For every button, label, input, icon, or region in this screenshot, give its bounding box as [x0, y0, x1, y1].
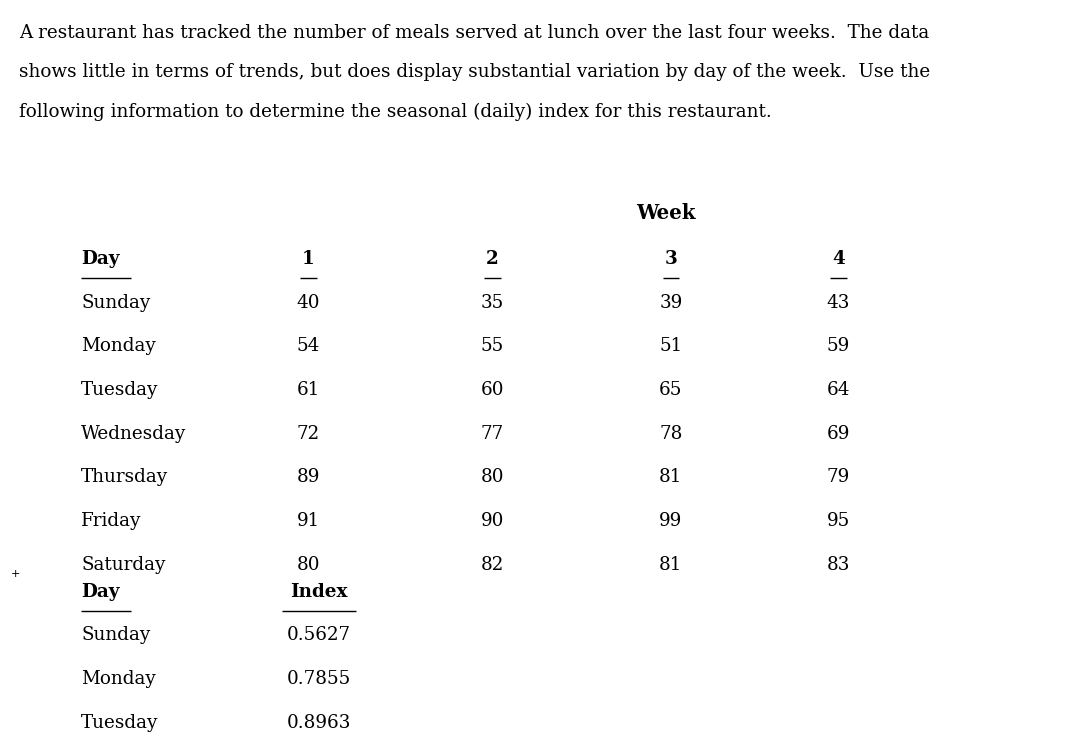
Text: Thursday: Thursday: [81, 468, 169, 486]
Text: Monday: Monday: [81, 670, 156, 688]
Text: A restaurant has tracked the number of meals served at lunch over the last four : A restaurant has tracked the number of m…: [19, 24, 929, 42]
Text: 39: 39: [659, 294, 683, 312]
Text: Tuesday: Tuesday: [81, 714, 159, 732]
Text: Sunday: Sunday: [81, 626, 150, 645]
Text: following information to determine the seasonal (daily) index for this restauran: following information to determine the s…: [19, 102, 773, 120]
Text: 81: 81: [659, 556, 683, 574]
Text: 40: 40: [296, 294, 320, 312]
Text: 4: 4: [832, 250, 845, 268]
Text: 72: 72: [296, 425, 320, 443]
Text: Monday: Monday: [81, 337, 156, 355]
Text: 51: 51: [659, 337, 683, 355]
Text: 83: 83: [827, 556, 850, 574]
Text: 59: 59: [827, 337, 850, 355]
Text: 90: 90: [480, 512, 504, 530]
Text: 55: 55: [480, 337, 504, 355]
Text: 35: 35: [480, 294, 504, 312]
Text: 95: 95: [827, 512, 850, 530]
Text: Day: Day: [81, 583, 120, 601]
Text: 3: 3: [664, 250, 677, 268]
Text: Tuesday: Tuesday: [81, 381, 159, 399]
Text: 80: 80: [480, 468, 504, 486]
Text: 79: 79: [827, 468, 850, 486]
Text: 1: 1: [302, 250, 315, 268]
Text: 81: 81: [659, 468, 683, 486]
Text: Week: Week: [636, 203, 695, 224]
Text: 61: 61: [296, 381, 320, 399]
Text: shows little in terms of trends, but does display substantial variation by day o: shows little in terms of trends, but doe…: [19, 63, 931, 81]
Text: 0.5627: 0.5627: [287, 626, 352, 645]
Text: 2: 2: [486, 250, 499, 268]
Text: Friday: Friday: [81, 512, 142, 530]
Text: 60: 60: [480, 381, 504, 399]
Text: Index: Index: [290, 583, 348, 601]
Text: 78: 78: [659, 425, 683, 443]
Text: 0.7855: 0.7855: [287, 670, 352, 688]
Text: Wednesday: Wednesday: [81, 425, 186, 443]
Text: 43: 43: [827, 294, 850, 312]
Text: Sunday: Sunday: [81, 294, 150, 312]
Text: 0.8963: 0.8963: [287, 714, 352, 732]
Text: 54: 54: [296, 337, 320, 355]
Text: 91: 91: [296, 512, 320, 530]
Text: 69: 69: [827, 425, 850, 443]
Text: 89: 89: [296, 468, 320, 486]
Text: 80: 80: [296, 556, 320, 574]
Text: Saturday: Saturday: [81, 556, 166, 574]
Text: Day: Day: [81, 250, 120, 268]
Text: 64: 64: [827, 381, 850, 399]
Text: 77: 77: [480, 425, 504, 443]
Text: 65: 65: [659, 381, 683, 399]
Text: 99: 99: [659, 512, 683, 530]
Text: 82: 82: [480, 556, 504, 574]
Text: +: +: [11, 569, 21, 579]
